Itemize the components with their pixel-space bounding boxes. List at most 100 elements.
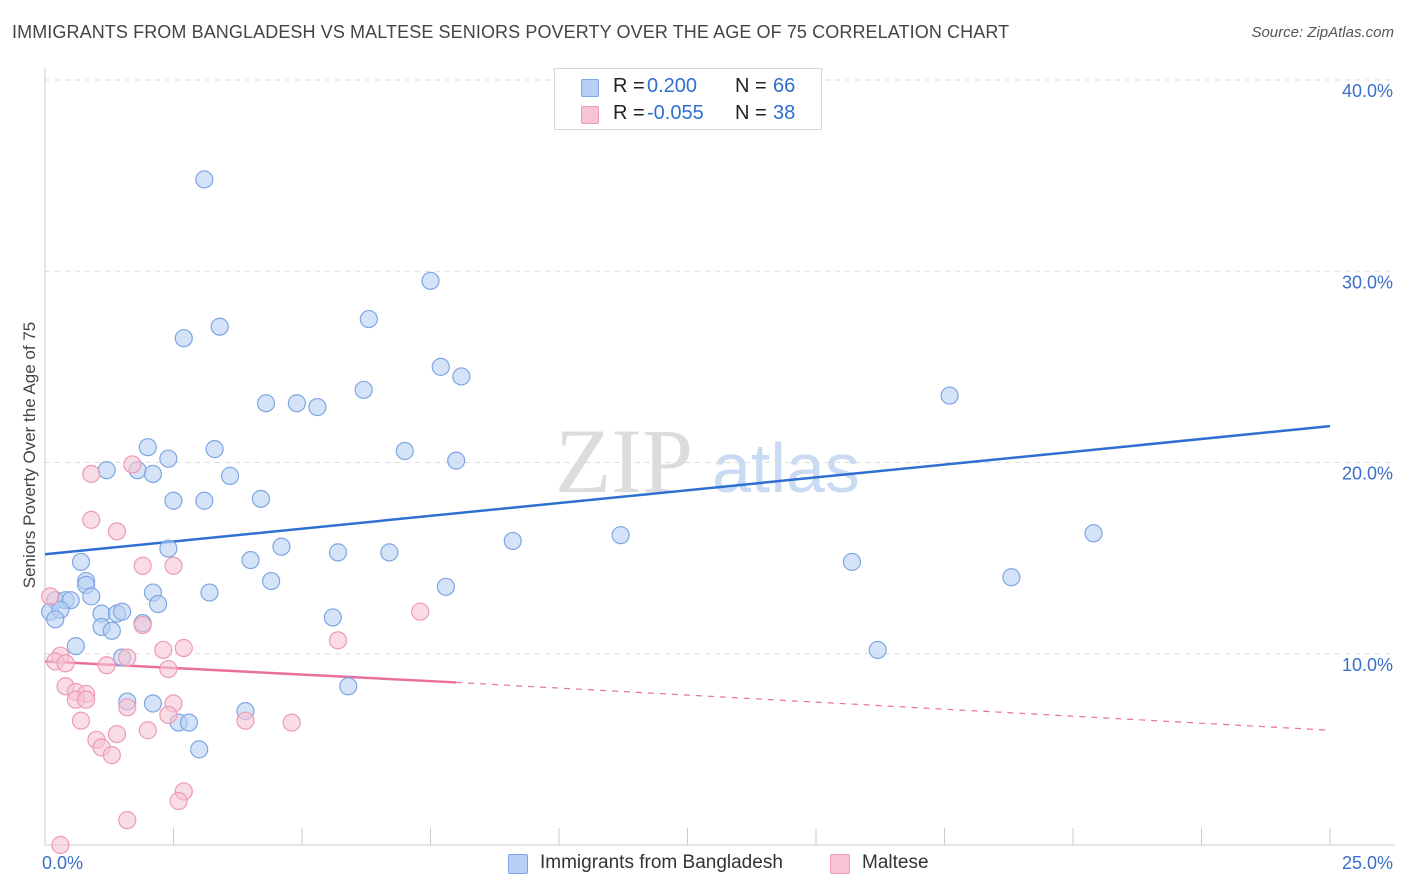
point-bangladesh (272, 537, 291, 556)
point-bangladesh (842, 552, 862, 572)
point-maltese (282, 713, 301, 732)
point-bangladesh (97, 461, 116, 480)
stats-swatch-pink (581, 106, 599, 124)
stats-swatch-blue (581, 79, 599, 97)
trend-line-maltese-extension (456, 681, 1331, 731)
axes (44, 68, 1395, 846)
point-bangladesh (359, 309, 378, 329)
point-bangladesh (940, 386, 959, 405)
point-maltese (41, 587, 60, 606)
point-bangladesh (112, 602, 132, 621)
point-maltese (169, 791, 188, 811)
point-bangladesh (308, 397, 327, 417)
point-bangladesh (287, 394, 306, 413)
point-maltese (118, 648, 137, 667)
point-bangladesh (179, 713, 199, 732)
point-bangladesh (241, 550, 260, 570)
point-maltese (82, 510, 101, 529)
source-label: Source: ZipAtlas.com (1251, 24, 1394, 41)
n-value: 38 (773, 102, 796, 124)
r-value: -0.055 (647, 102, 704, 124)
y-tick-label: 30.0% (1342, 272, 1393, 292)
point-bangladesh (102, 621, 121, 640)
point-bangladesh (174, 329, 193, 348)
n-label: N = (735, 75, 767, 97)
point-maltese (107, 522, 127, 541)
point-maltese (82, 464, 101, 484)
n-value: 66 (773, 75, 796, 97)
watermark-zip: ZIP (555, 410, 693, 512)
r-value: 0.200 (647, 75, 698, 97)
point-maltese (138, 721, 157, 740)
y-tick-label: 40.0% (1342, 81, 1393, 101)
point-bangladesh (436, 577, 456, 596)
point-bangladesh (82, 587, 101, 606)
point-maltese (411, 602, 430, 621)
point-maltese (51, 835, 70, 855)
point-maltese (133, 615, 152, 635)
point-bangladesh (611, 526, 630, 545)
point-bangladesh (190, 740, 209, 759)
r-label: R = (613, 102, 645, 124)
watermark-atlas: atlas (712, 429, 860, 507)
point-bangladesh (251, 489, 270, 508)
point-bangladesh (66, 636, 85, 656)
data-points (41, 170, 1103, 855)
point-bangladesh (1002, 568, 1021, 587)
legend-swatch-blue (508, 854, 528, 874)
point-maltese (102, 746, 121, 765)
legend-label: Maltese (862, 852, 929, 873)
point-maltese (159, 705, 178, 725)
point-bangladesh (138, 438, 157, 457)
point-bangladesh (380, 543, 399, 562)
point-maltese (56, 654, 75, 673)
trend-line-bangladesh (44, 424, 1331, 556)
point-maltese (107, 724, 127, 744)
point-bangladesh (159, 449, 178, 468)
tick-labels: 10.0% 20.0% 30.0% 40.0% 0.0% 25.0% (42, 81, 1393, 873)
point-bangladesh (220, 466, 240, 485)
point-bangladesh (868, 640, 887, 660)
r-label: R = (613, 75, 645, 97)
point-bangladesh (323, 608, 342, 627)
zipatlas-watermark: ZIP atlas (555, 410, 860, 512)
legend: Immigrants from Bangladesh Maltese (0, 852, 1406, 878)
point-maltese (118, 811, 137, 830)
point-bangladesh (503, 531, 522, 551)
point-maltese (159, 659, 178, 679)
x-tick-label-max: 25.0% (1342, 853, 1393, 873)
point-bangladesh (210, 317, 229, 336)
point-bangladesh (143, 694, 163, 713)
point-maltese (164, 556, 183, 575)
y-tick-label: 20.0% (1342, 464, 1393, 484)
stats-row-blue: R = 0.200 N = 66 (555, 75, 823, 101)
point-bangladesh (447, 451, 466, 470)
y-tick-label: 10.0% (1342, 655, 1393, 675)
stats-row-pink: R = -0.055 N = 38 (555, 102, 823, 128)
point-bangladesh (195, 491, 214, 510)
point-maltese (174, 638, 193, 658)
point-maltese (118, 698, 137, 717)
point-bangladesh (421, 271, 440, 290)
legend-swatch-pink (830, 854, 850, 874)
point-maltese (97, 656, 116, 675)
point-bangladesh (205, 440, 224, 459)
legend-label: Immigrants from Bangladesh (540, 852, 783, 873)
point-bangladesh (200, 583, 219, 602)
point-maltese (328, 631, 348, 650)
x-tick-label-min: 0.0% (42, 853, 83, 873)
point-bangladesh (262, 571, 281, 591)
point-bangladesh (395, 441, 414, 461)
point-bangladesh (46, 610, 65, 629)
stats-box: R = 0.200 N = 66 R = -0.055 N = 38 (554, 68, 822, 130)
point-bangladesh (328, 543, 348, 562)
point-maltese (77, 690, 96, 709)
point-maltese (154, 640, 173, 660)
chart-title: IMMIGRANTS FROM BANGLADESH VS MALTESE SE… (12, 22, 1010, 42)
n-label: N = (735, 102, 767, 124)
point-maltese (123, 455, 142, 474)
point-bangladesh (143, 464, 163, 484)
point-bangladesh (354, 380, 373, 399)
point-bangladesh (431, 357, 450, 376)
point-bangladesh (195, 170, 214, 189)
